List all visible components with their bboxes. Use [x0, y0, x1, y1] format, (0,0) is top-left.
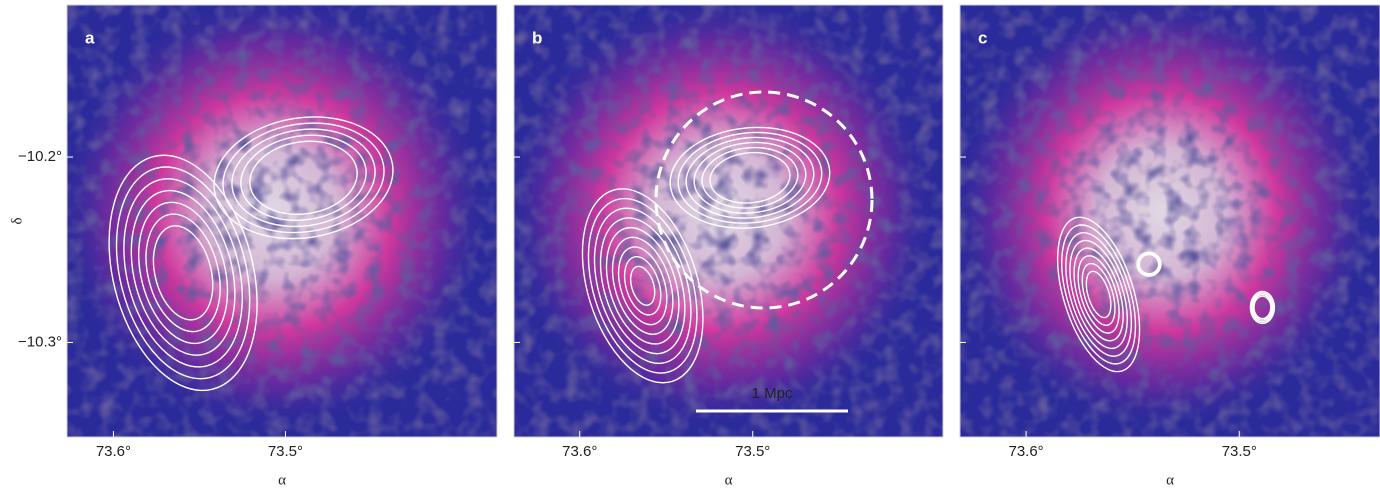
panel: b 73.6° 73.5°α 1 Mpc [505, 0, 943, 488]
image [952, 0, 1380, 437]
panel: c 73.6° 73.5° α [952, 0, 1380, 488]
y-tick-label: −10.3° [18, 333, 62, 350]
noise [67, 5, 497, 437]
noise [960, 5, 1380, 437]
x-tick-label: 73.5° [1222, 443, 1257, 460]
x-tick-label: 73.6° [1008, 443, 1043, 460]
panel: a 73.6° 73.5° −10.3° −10.2° α δ [9, 0, 497, 488]
image [505, 0, 943, 437]
panel-label: b [532, 28, 542, 47]
x-tick-label: 73.5° [735, 443, 770, 460]
x-tick-label: 73.6° [96, 443, 131, 460]
panel-label: c [978, 28, 987, 47]
x-tick-label: 73.5° [268, 443, 303, 460]
x-axis-label: α [1166, 472, 1174, 488]
y-tick-label: −10.2° [18, 148, 62, 165]
x-axis-label: α [278, 472, 286, 488]
image [58, 0, 497, 437]
x-tick-label: 73.6° [562, 443, 597, 460]
y-axis-label: δ [9, 217, 25, 224]
figure: a73.6°73.5°−10.3°−10.2°αδb73.6°73.5°α1 M… [0, 0, 1380, 491]
noise [514, 5, 943, 437]
x-axis-label: α [725, 472, 733, 488]
scale-bar-label: 1 Mpc [752, 385, 793, 402]
panel-label: a [85, 28, 95, 47]
